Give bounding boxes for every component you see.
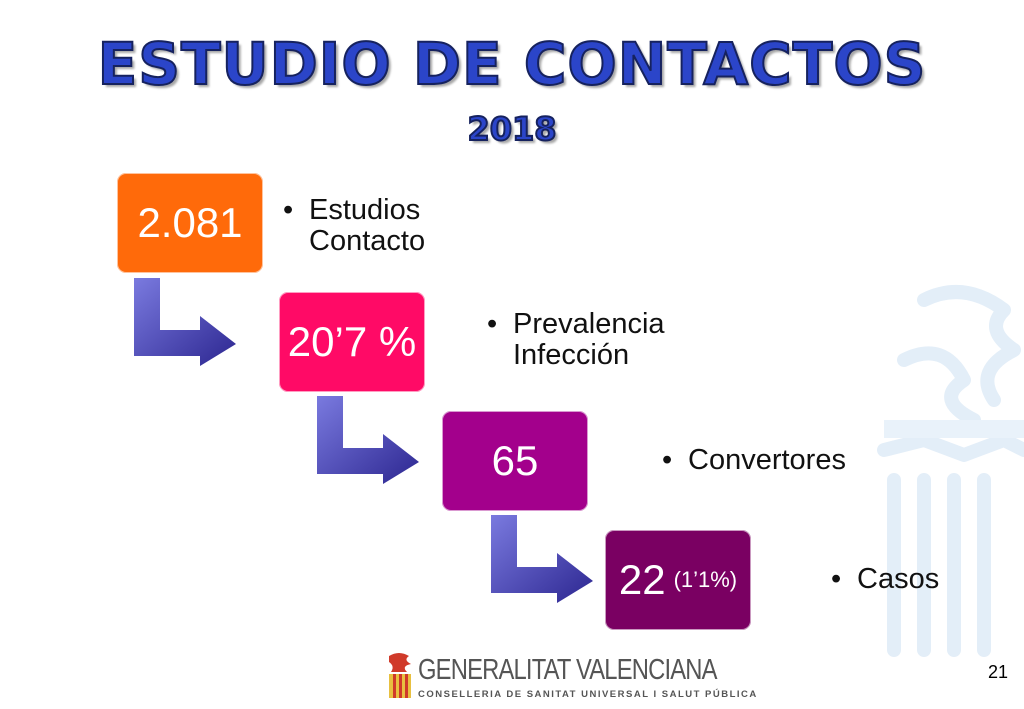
label-line: Contacto xyxy=(309,225,426,257)
bullet-icon: • xyxy=(487,308,498,340)
page-subtitle-year: 2018 xyxy=(466,109,557,149)
step-label-converters: • Convertores xyxy=(662,445,846,476)
step-box-prevalence: 20’7 % xyxy=(279,292,425,392)
bent-arrow-icon xyxy=(317,396,419,484)
label-line: Casos xyxy=(857,563,940,595)
label-line: Prevalencia xyxy=(513,308,665,340)
step-label-cases: • Casos xyxy=(831,564,939,595)
label-line: Convertores xyxy=(688,444,846,476)
bullet-icon: • xyxy=(662,444,673,476)
step-extra: (1’1%) xyxy=(673,567,738,592)
step-box-cases: 22 (1’1%) xyxy=(605,530,751,630)
page-title: ESTUDIO DE CONTACTOS xyxy=(97,29,927,99)
step-value: 65 xyxy=(491,437,539,484)
page-number: 21 xyxy=(987,662,1008,682)
step-value: 20’7 % xyxy=(287,318,417,365)
coat-of-arms-watermark-icon xyxy=(877,285,1024,657)
step-value: 2.081 xyxy=(137,199,243,246)
bullet-icon: • xyxy=(831,563,842,595)
bent-arrow-icon xyxy=(491,515,593,603)
generalitat-bat-logo-icon xyxy=(389,653,411,698)
bullet-icon: • xyxy=(283,194,294,226)
step-label-prevalence: • Prevalencia Infección xyxy=(487,309,665,371)
bent-arrow-icon xyxy=(134,278,236,366)
footer-organization: GENERALITAT VALENCIANA CONSELLERIA DE SA… xyxy=(418,654,782,700)
step-value: 22 xyxy=(618,556,666,603)
label-line: Estudios xyxy=(309,194,421,226)
step-box-converters: 65 xyxy=(442,411,588,511)
footer-org-name: GENERALITAT VALENCIANA xyxy=(418,654,717,686)
step-box-studies: 2.081 xyxy=(117,173,263,273)
footer-dept-name: CONSELLERIA DE SANITAT UNIVERSAL I SALUT… xyxy=(418,689,758,700)
step-label-studies: • Estudios Contacto xyxy=(283,195,425,257)
label-line: Infección xyxy=(513,339,630,371)
